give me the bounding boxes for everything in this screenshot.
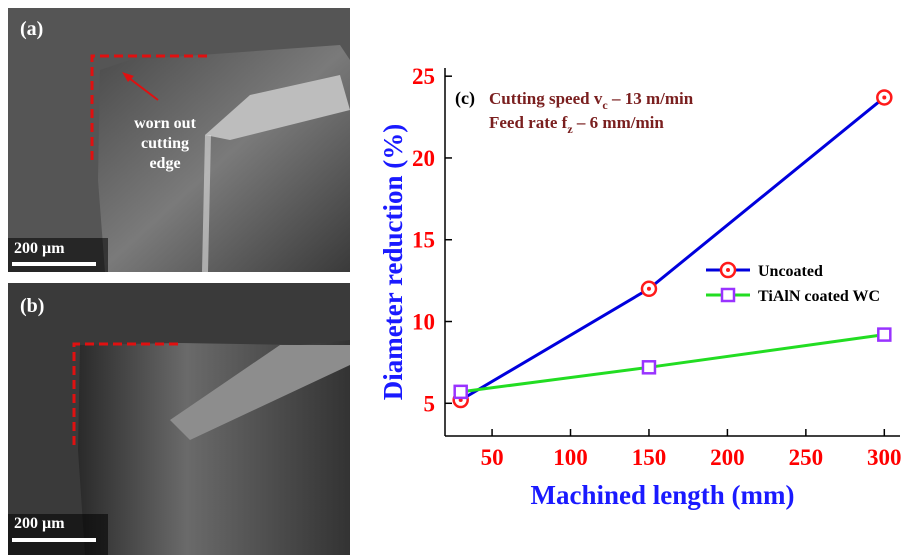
marker: [455, 386, 467, 398]
x-tick-label: 250: [789, 445, 824, 470]
x-tick-label: 300: [867, 445, 902, 470]
annotation: Cutting speed vc – 13 m/min: [489, 89, 694, 112]
series-line: [461, 97, 885, 400]
chart: 5 10 15 20 25 50 100 150 200 250 300 Machined lengt…: [378, 64, 902, 510]
annotation: cutting: [141, 135, 189, 152]
y-tick-label: 15: [412, 228, 435, 253]
marker: [643, 361, 655, 373]
marker-dot: [726, 268, 730, 272]
marker-dot: [882, 95, 886, 99]
figure: (a) worn out cutting edge 200 µm (b) 200…: [0, 0, 906, 560]
marker-dot: [647, 287, 651, 291]
marker: [878, 329, 890, 341]
x-tick-label: 200: [710, 445, 745, 470]
y-tick-label: 10: [412, 310, 435, 335]
x-tick-label: 100: [553, 445, 588, 470]
scale-bar-label: 200 µm: [14, 240, 65, 257]
scale-bar-label: 200 µm: [14, 515, 65, 532]
y-axis-title: Diameter reduction (%): [378, 124, 408, 400]
annotation: Feed rate fz – 6 mm/min: [489, 113, 664, 136]
y-tick-label: 25: [412, 64, 435, 89]
y-tick-label: 20: [412, 146, 435, 171]
x-tick-label: 50: [481, 445, 504, 470]
annotation-text: Feed rate f: [489, 113, 568, 132]
panel-label: (b): [20, 295, 44, 317]
annotation-text: – 13 m/min: [608, 89, 694, 108]
legend-label: TiAlN coated WC: [758, 288, 880, 305]
x-tick-label: 150: [632, 445, 667, 470]
sem-image-a: (a) worn out cutting edge 200 µm: [8, 8, 350, 272]
annotation: edge: [149, 155, 180, 172]
annotation-text: – 6 mm/min: [573, 113, 665, 132]
y-tick-label: 5: [424, 391, 436, 416]
legend-marker: [722, 289, 734, 301]
panel-label: (c): [455, 88, 475, 109]
x-axis-title: Machined length (mm): [531, 480, 795, 510]
annotation: worn out: [134, 115, 196, 132]
annotation-text: Cutting speed v: [489, 89, 603, 108]
sem-image-b: (b) 200 µm: [8, 283, 350, 555]
panel-label: (a): [20, 18, 43, 40]
legend-label: Uncoated: [758, 263, 823, 280]
